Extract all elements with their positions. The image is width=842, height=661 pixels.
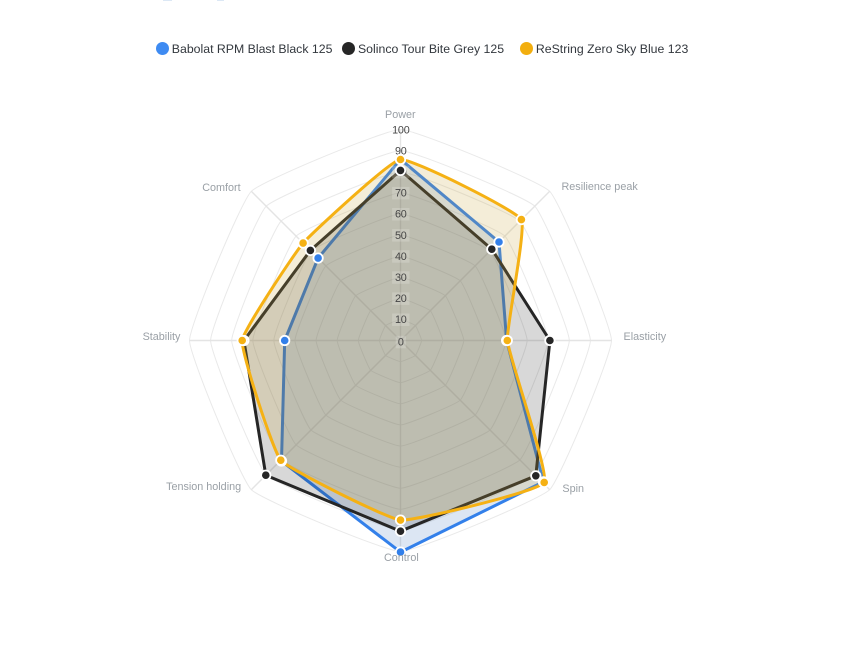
svg-text:50: 50 — [395, 230, 407, 242]
svg-text:100: 100 — [392, 124, 410, 136]
svg-text:10: 10 — [395, 314, 407, 326]
svg-text:40: 40 — [395, 251, 407, 263]
svg-text:70: 70 — [395, 188, 407, 200]
svg-text:0: 0 — [398, 337, 404, 349]
svg-text:20: 20 — [395, 293, 407, 305]
svg-text:60: 60 — [395, 209, 407, 221]
svg-text:30: 30 — [395, 272, 407, 284]
